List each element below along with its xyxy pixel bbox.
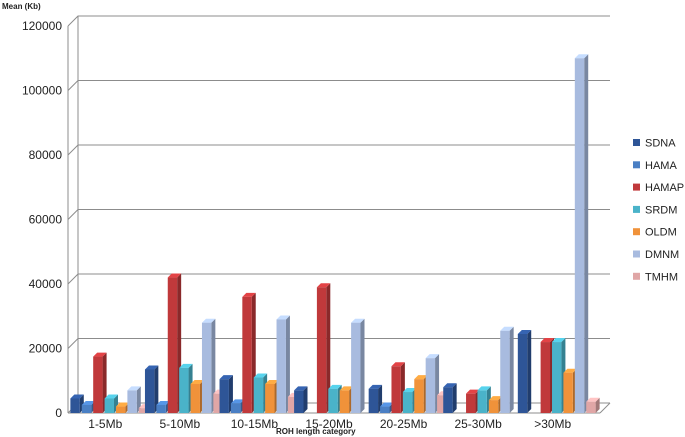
bar-oldm-4 bbox=[414, 375, 428, 413]
bar-oldm-2 bbox=[265, 379, 279, 413]
bar-dmnm-5 bbox=[500, 326, 514, 413]
legend-label: DMNM bbox=[645, 249, 679, 261]
bar-srdm-5 bbox=[477, 386, 491, 413]
y-tick-labels: 0 20000 40000 60000 80000 100000 120000 bbox=[22, 19, 62, 420]
x-tick-label: >30Mb bbox=[534, 417, 571, 431]
bar-srdm-4 bbox=[402, 388, 417, 413]
bar-oldm-1 bbox=[190, 379, 204, 413]
bar-sdna-2 bbox=[219, 375, 233, 413]
bar-oldm-0 bbox=[115, 402, 130, 413]
legend-item-srdm: SRDM bbox=[633, 204, 677, 216]
legend-label: HAMA bbox=[645, 160, 677, 172]
bar-sdna-1 bbox=[144, 365, 159, 413]
legend-item-tmhm: TMHM bbox=[633, 271, 678, 283]
gridline bbox=[67, 80, 610, 91]
x-tick-labels: 1-5Mb 5-10Mb 10-15Mb 15-20Mb 20-25Mb 25-30Mb >… bbox=[88, 417, 571, 431]
bar-sdna-0 bbox=[70, 394, 84, 413]
bar-hamap-6 bbox=[540, 338, 555, 413]
legend-label: HAMAP bbox=[645, 182, 684, 194]
bar-dmnm-1 bbox=[201, 318, 216, 413]
gridline bbox=[67, 15, 610, 27]
x-tick-label: 10-15Mb bbox=[231, 417, 279, 431]
legend-label: TMHM bbox=[645, 271, 678, 283]
y-axis-title: Mean (Kb) bbox=[2, 2, 41, 11]
bar-srdm-1 bbox=[179, 363, 193, 413]
y-tick-label: 0 bbox=[55, 406, 62, 420]
legend-swatch bbox=[633, 139, 640, 146]
floor-edge bbox=[599, 402, 611, 414]
bar-sdna-5 bbox=[443, 383, 457, 413]
bar-hamap-1 bbox=[167, 273, 182, 413]
legend-swatch bbox=[633, 161, 640, 169]
bar-sdna-6 bbox=[517, 329, 532, 413]
x-tick-label: 5-10Mb bbox=[160, 417, 201, 431]
bar-tmhm-6 bbox=[586, 397, 600, 413]
y-tick-label: 100000 bbox=[22, 84, 62, 98]
bar-sdna-3 bbox=[294, 386, 308, 413]
bar-hama-2 bbox=[230, 399, 245, 413]
x-tick-label: 20-25Mb bbox=[380, 417, 428, 431]
bars bbox=[70, 54, 600, 413]
legend-swatch bbox=[633, 272, 640, 280]
legend-label: SDNA bbox=[645, 138, 676, 150]
x-tick-label: 25-30Mb bbox=[454, 417, 502, 431]
y-tick-label: 80000 bbox=[29, 148, 63, 162]
y-tick-label: 60000 bbox=[29, 213, 63, 227]
bar-hamap-2 bbox=[242, 292, 256, 413]
legend-item-oldm: OLDM bbox=[633, 227, 677, 239]
bar-oldm-3 bbox=[339, 386, 354, 413]
legend-swatch bbox=[633, 250, 640, 258]
y-tick-label: 120000 bbox=[22, 19, 62, 33]
bar-srdm-0 bbox=[104, 394, 118, 413]
legend: SDNA HAMA HAMAP SRDM OLDM DMNM TMHM bbox=[633, 138, 684, 283]
y-tick-label: 20000 bbox=[29, 342, 63, 356]
bar-hamap-4 bbox=[391, 362, 405, 413]
x-axis-title: ROH length category bbox=[276, 427, 356, 436]
bar-oldm-5 bbox=[488, 396, 503, 413]
gridline bbox=[67, 144, 610, 156]
legend-item-dmnm: DMNM bbox=[633, 249, 679, 261]
bar-hamap-5 bbox=[466, 389, 480, 413]
bar-hama-4 bbox=[380, 402, 394, 413]
x-tick-label: 1-5Mb bbox=[88, 417, 122, 431]
bar-dmnm-3 bbox=[351, 318, 365, 413]
y-tick-label: 40000 bbox=[29, 277, 63, 291]
legend-swatch bbox=[633, 183, 640, 191]
legend-item-sdna: SDNA bbox=[633, 138, 676, 150]
bar-oldm-6 bbox=[563, 368, 577, 413]
gridline bbox=[67, 273, 610, 285]
legend-label: SRDM bbox=[645, 204, 677, 216]
legend-label: OLDM bbox=[645, 227, 677, 239]
legend-swatch bbox=[633, 205, 640, 213]
legend-swatch bbox=[633, 228, 640, 236]
bar-dmnm-6 bbox=[574, 54, 589, 413]
bar-hamap-3 bbox=[316, 283, 331, 413]
bar-sdna-4 bbox=[368, 384, 383, 413]
bar-srdm-3 bbox=[328, 384, 342, 413]
bar-srdm-2 bbox=[253, 373, 268, 413]
bar-hamap-0 bbox=[93, 352, 107, 413]
x-tick-label: 15-20Mb bbox=[305, 417, 353, 431]
bar-srdm-6 bbox=[552, 338, 566, 413]
legend-item-hamap: HAMAP bbox=[633, 182, 684, 194]
bar-dmnm-4 bbox=[425, 354, 440, 413]
bar-dmnm-2 bbox=[276, 315, 290, 413]
gridline bbox=[67, 209, 610, 220]
bar-dmnm-0 bbox=[127, 386, 141, 413]
legend-item-hama: HAMA bbox=[633, 160, 677, 172]
